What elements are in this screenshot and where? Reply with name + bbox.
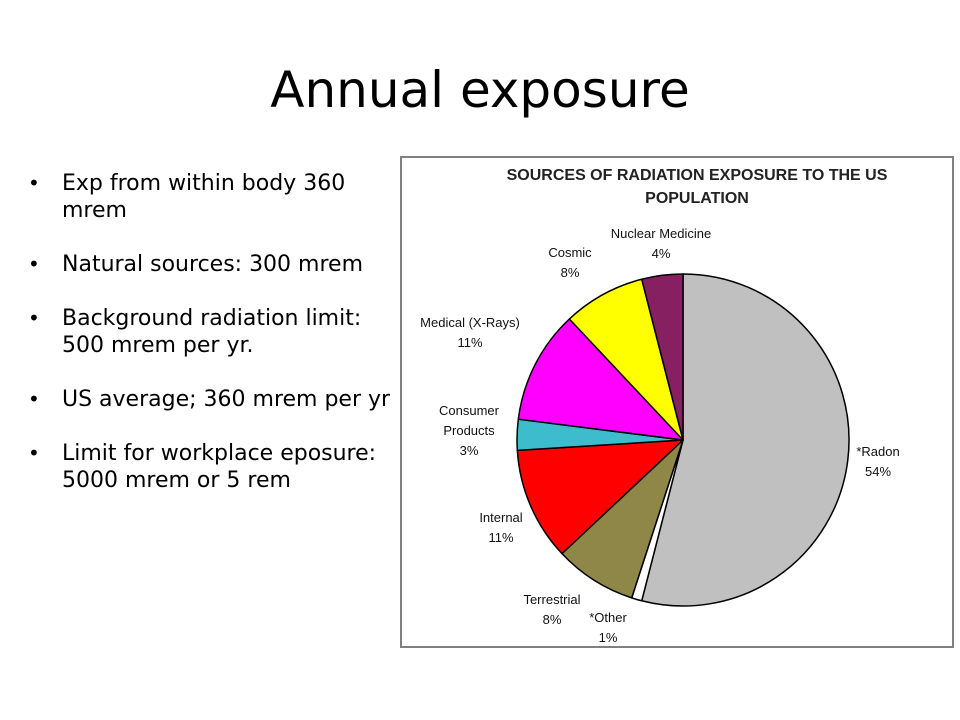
bullet-text: Exp from within body 360 mrem [62,171,346,223]
bullet-dot: • [28,171,40,195]
chart-title-line-2: POPULATION [645,190,749,207]
slice-label: Medical (X-Rays) 11% [420,315,520,350]
slice-label-line: 8% [543,612,562,627]
slice-label-line: 4% [652,246,671,261]
bullet-text: US average; 360 mrem per yr [62,387,391,412]
bullet-dot: • [28,441,40,465]
slice-label-line: Nuclear Medicine [611,226,711,241]
bullet-item: • Exp from within body 360 mrem [28,170,396,224]
slice-label-line: 3% [460,443,479,458]
slice-label-line: 54% [865,464,891,479]
slice-label-line: Medical (X-Rays) [420,315,520,330]
pie-slice-nuclear-medicine [640,273,684,441]
slice-label: Cosmic 8% [548,245,592,280]
slice-label-line: *Radon [856,444,899,459]
pie-slice-radon [640,273,850,607]
slice-label-line: 11% [488,530,513,545]
slide-title: Annual exposure [270,61,690,119]
pie-slice-medical-x-rays [517,318,684,441]
slice-label: *Radon 54% [856,444,899,479]
bullet-dot: • [28,252,40,276]
slice-label: Internal 11% [479,510,522,545]
pie-chart: SOURCES OF RADIATION EXPOSURE TO THE US … [420,167,900,645]
chart-title-line-1: SOURCES OF RADIATION EXPOSURE TO THE US [507,167,888,184]
slice-label-line: Cosmic [548,245,592,260]
slice-label-line: *Other [589,610,627,625]
bullet-text: Natural sources: 300 mrem [62,252,364,277]
slice-label: *Other 1% [589,610,627,645]
slice-label-line: 11% [457,335,482,350]
bullet-item: • US average; 360 mrem per yr [28,386,396,413]
slice-label: Terrestrial 8% [523,592,580,627]
slice-label-line: 1% [599,630,618,645]
bullet-list: • Exp from within body 360 mrem • Natura… [28,170,396,508]
bullet-item: • Background radiation limit: 500 mrem p… [28,305,396,359]
bullet-dot: • [28,306,40,330]
slice-label-line: 8% [561,265,580,280]
bullet-dot: • [28,387,40,411]
pie-chart-panel: SOURCES OF RADIATION EXPOSURE TO THE US … [400,156,954,648]
bullet-text: Background radiation limit: 500 mrem per… [62,306,362,358]
pie-slice-internal [516,439,684,555]
slice-label-line: Internal [479,510,522,525]
bullet-item: • Limit for workplace eposure: 5000 mrem… [28,440,396,494]
bullet-item: • Natural sources: 300 mrem [28,251,396,278]
bullet-text: Limit for workplace eposure: 5000 mrem o… [62,441,377,493]
slice-label-line: Terrestrial [523,592,580,607]
slice-label: Consumer Products 3% [439,403,500,458]
slice-label-line: Products [443,423,495,438]
slice-label: Nuclear Medicine 4% [611,226,711,261]
slice-label-line: Consumer [439,403,500,418]
